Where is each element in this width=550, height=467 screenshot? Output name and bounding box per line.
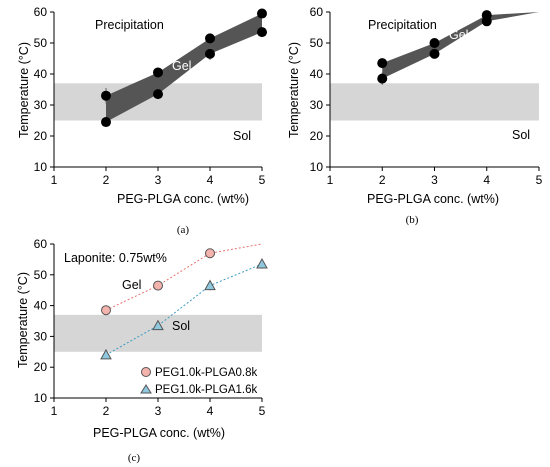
data-point <box>429 48 440 59</box>
y-tick-label: 50 <box>34 36 48 50</box>
sol-band <box>330 83 539 121</box>
sol-label: Sol <box>172 319 190 333</box>
x-tick-label: 3 <box>431 173 438 187</box>
panel-caption: (a) <box>177 224 190 236</box>
data-point <box>153 89 163 100</box>
legend-marker-triangle <box>140 384 152 394</box>
panel-c: 1 2 3 4 5 10 20 30 40 50 60 Temperature (°C) PEG-P… <box>16 237 268 464</box>
x-tick-label: 3 <box>155 173 162 187</box>
y-tick-label: 20 <box>34 129 48 143</box>
data-point <box>204 279 216 291</box>
y-axis-title: Temperature (°C) <box>16 272 30 368</box>
x-tick-label: 5 <box>536 173 543 187</box>
data-point <box>153 280 163 291</box>
y-tick-label: 60 <box>34 237 48 251</box>
x-tick-label: 1 <box>51 173 58 187</box>
sol-label: Sol <box>512 128 530 142</box>
data-point <box>205 33 215 44</box>
data-point <box>100 348 112 360</box>
sol-label: Sol <box>233 129 251 143</box>
data-point <box>101 90 111 101</box>
precipitation-label: Precipitation <box>368 18 437 32</box>
x-tick-label: 4 <box>207 173 214 187</box>
gel-label: Gel <box>122 278 141 292</box>
x-axis-title: PEG-PLGA conc. (wt%) <box>93 426 225 440</box>
panel-b: 1 2 3 4 5 10 20 30 40 50 60 Temperature (°C) PEG-P… <box>287 5 543 226</box>
x-tick-label: 4 <box>483 173 490 187</box>
y-tick-label: 10 <box>34 391 48 405</box>
data-point <box>377 58 388 69</box>
data-point <box>101 305 111 316</box>
x-tick-label: 2 <box>103 404 110 418</box>
y-tick-label: 40 <box>34 67 48 81</box>
precipitation-label: Precipitation <box>95 18 164 32</box>
data-point <box>429 38 440 48</box>
panel-caption: (b) <box>406 214 419 226</box>
y-axis-title: Temperature (°C) <box>17 42 31 138</box>
x-axis-title: PEG-PLGA conc. (wt%) <box>117 192 249 206</box>
panel-caption: (c) <box>128 452 141 464</box>
panel-a: 1 2 3 4 5 10 20 30 40 50 60 Temperature (°C) PEG-P… <box>17 5 267 236</box>
data-point <box>153 67 163 78</box>
y-tick-label: 30 <box>34 98 48 112</box>
data-point <box>257 8 267 19</box>
legend-marker-circle <box>141 367 151 377</box>
y-tick-label: 50 <box>34 268 48 282</box>
x-tick-label: 1 <box>51 404 58 418</box>
x-tick-label: 2 <box>103 173 110 187</box>
plot-area: 1 2 3 4 5 10 20 30 40 50 60 <box>34 237 268 418</box>
laponite-annotation: Laponite: 0.75wt% <box>64 251 167 265</box>
gel-region <box>106 13 262 123</box>
legend: PEG1.0k-PLGA0.8k PEG1.0k-PLGA1.6k <box>140 367 258 396</box>
data-point <box>152 319 164 331</box>
y-tick-label: 20 <box>310 129 324 143</box>
y-tick-label: 60 <box>310 5 324 19</box>
y-tick-label: 60 <box>34 5 48 19</box>
data-point <box>205 248 215 259</box>
data-point <box>101 117 111 128</box>
y-tick-label: 40 <box>310 67 324 81</box>
y-axis-title: Temperature (°C) <box>287 42 301 138</box>
y-tick-label: 50 <box>310 36 324 50</box>
y-tick-label: 30 <box>310 98 324 112</box>
x-tick-label: 3 <box>155 404 162 418</box>
y-tick-label: 20 <box>34 360 48 374</box>
series-line <box>105 263 263 356</box>
data-point <box>205 48 215 59</box>
y-tick-label: 10 <box>310 160 324 174</box>
plot-area: 1 2 3 4 5 10 20 30 40 50 60 <box>34 5 267 187</box>
gel-label: Gel <box>172 59 191 73</box>
data-point <box>481 16 492 27</box>
series-line <box>105 243 263 311</box>
y-tick-label: 30 <box>34 329 48 343</box>
data-point <box>256 257 268 269</box>
x-tick-label: 2 <box>379 173 386 187</box>
data-point <box>377 73 388 84</box>
x-axis-title: PEG-PLGA conc. (wt%) <box>367 192 499 206</box>
legend-label: PEG1.0k-PLGA1.6k <box>155 384 258 396</box>
data-point <box>257 27 267 38</box>
x-tick-label: 5 <box>259 173 266 187</box>
y-tick-label: 40 <box>34 299 48 313</box>
gel-label: Gel <box>449 28 468 42</box>
plot-area: 1 2 3 4 5 10 20 30 40 50 60 <box>310 5 543 187</box>
y-tick-label: 10 <box>34 160 48 174</box>
x-tick-label: 1 <box>327 173 334 187</box>
legend-label: PEG1.0k-PLGA0.8k <box>155 367 258 379</box>
x-tick-label: 4 <box>207 404 214 418</box>
x-tick-label: 5 <box>259 404 266 418</box>
